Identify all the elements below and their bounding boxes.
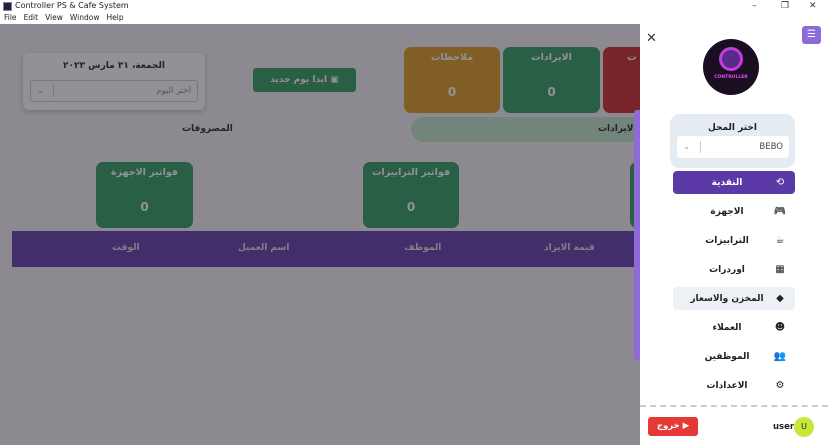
app-icon: [3, 2, 12, 11]
close-icon[interactable]: ✕: [646, 31, 657, 46]
sidebar-item-label: الاعدادات: [706, 380, 748, 391]
menu-edit[interactable]: Edit: [23, 13, 39, 22]
logout-icon: ▶: [682, 421, 690, 431]
sidebar-item-table[interactable]: الترابيزات ☕: [673, 229, 795, 252]
store-value: BEBO: [759, 142, 783, 152]
sidebar-item-label: الترابيزات: [705, 235, 749, 246]
avatar[interactable]: U: [794, 417, 814, 437]
menu-view[interactable]: View: [45, 13, 63, 22]
sidebar-item-label: المخزن والاسعار: [690, 293, 764, 304]
logout-label: خروج: [656, 421, 680, 431]
sidebar-item-tag[interactable]: المخزن والاسعار ◆: [673, 287, 795, 310]
menu-bar: File Edit View Window Help: [0, 12, 124, 24]
table-icon: ☕: [775, 235, 785, 246]
close-window-button[interactable]: ✕: [809, 1, 817, 11]
sidebar-item-gear[interactable]: الاعدادات ⚙: [673, 374, 795, 397]
sidebar-item-cash[interactable]: النقدية ⟲: [673, 171, 795, 194]
menu-help[interactable]: Help: [106, 13, 124, 22]
users-icon: 👥: [773, 351, 787, 362]
sidebar-item-orders[interactable]: اوردرات ▦: [673, 258, 795, 281]
logo: CONTROLLER: [703, 39, 759, 95]
scrollbar[interactable]: [634, 110, 640, 360]
sidebar-item-label: الاجهزة: [710, 206, 744, 217]
sidebar-item-label: العملاء: [712, 322, 742, 333]
chevron-down-icon: ⌄: [683, 142, 691, 152]
sidebar-item-users[interactable]: الموظفين 👥: [673, 345, 795, 368]
orders-icon: ▦: [775, 264, 785, 275]
tag-icon: ◆: [776, 293, 784, 304]
store-label: اختر المحل: [708, 123, 757, 133]
sidebar-drawer: ✕ ☰ CONTROLLER اختر المحل BEBO ⌄ النقدية…: [634, 24, 828, 445]
sidebar-item-label: اوردرات: [709, 264, 745, 275]
cash-icon: ⟲: [775, 177, 785, 188]
sidebar-item-smile[interactable]: العملاء ☻: [673, 316, 795, 339]
store-select-panel: اختر المحل BEBO ⌄: [670, 114, 795, 168]
divider: [640, 405, 828, 407]
menu-toggle-icon[interactable]: ☰: [802, 26, 821, 44]
title-bar: Controller PS & Cafe System – ❐ ✕: [0, 0, 828, 12]
modal-overlay[interactable]: [0, 24, 640, 445]
smile-icon: ☻: [774, 322, 786, 333]
menu-file[interactable]: File: [4, 13, 17, 22]
window-title: Controller PS & Cafe System: [15, 1, 129, 10]
gamepad-icon: 🎮: [773, 206, 787, 217]
sidebar-item-label: الموظفين: [704, 351, 750, 362]
gear-icon: ⚙: [775, 380, 785, 391]
maximize-button[interactable]: ❐: [781, 1, 790, 11]
menu-window[interactable]: Window: [69, 13, 100, 22]
username: user: [773, 422, 795, 432]
store-select[interactable]: BEBO ⌄: [677, 136, 789, 158]
logout-button[interactable]: ▶ خروج: [648, 417, 698, 436]
sidebar-item-label: النقدية: [711, 177, 743, 188]
minimize-button[interactable]: –: [752, 1, 757, 11]
sidebar-item-gamepad[interactable]: الاجهزة 🎮: [673, 200, 795, 223]
